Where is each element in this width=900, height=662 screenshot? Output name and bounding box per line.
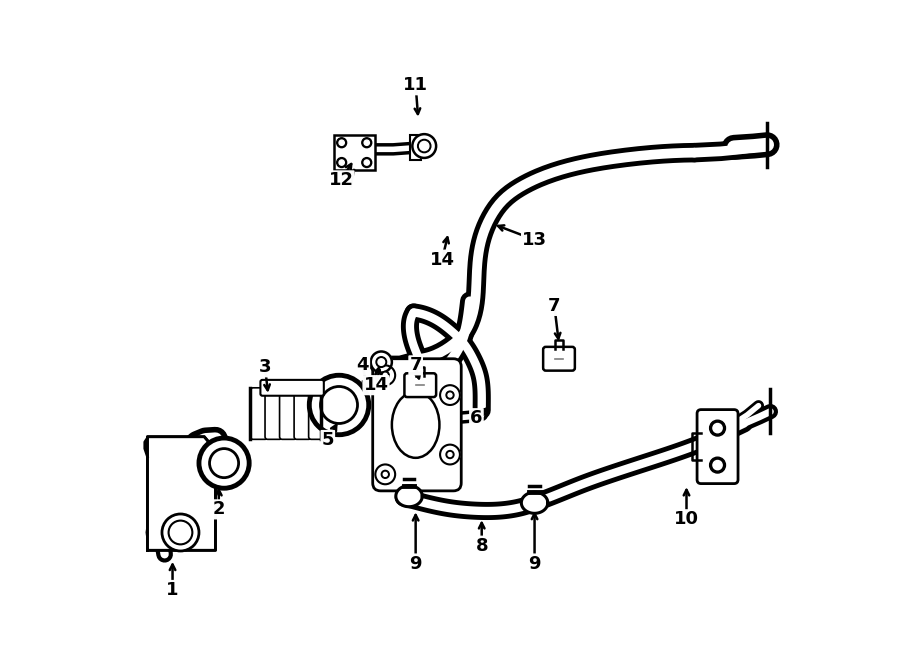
Circle shape xyxy=(383,473,387,477)
Text: 14: 14 xyxy=(429,251,454,269)
Text: 5: 5 xyxy=(321,431,334,449)
FancyBboxPatch shape xyxy=(280,388,297,440)
Polygon shape xyxy=(396,486,422,506)
FancyBboxPatch shape xyxy=(404,373,436,397)
Circle shape xyxy=(320,387,357,424)
Circle shape xyxy=(418,140,431,153)
Circle shape xyxy=(446,391,454,399)
FancyBboxPatch shape xyxy=(309,388,326,440)
Circle shape xyxy=(448,393,452,397)
Text: 1: 1 xyxy=(166,581,179,599)
Text: 4: 4 xyxy=(356,356,369,374)
FancyBboxPatch shape xyxy=(410,135,421,160)
Circle shape xyxy=(713,461,722,470)
FancyBboxPatch shape xyxy=(260,380,324,396)
FancyBboxPatch shape xyxy=(250,388,267,440)
FancyBboxPatch shape xyxy=(265,388,283,440)
Text: 13: 13 xyxy=(522,231,547,249)
Text: 3: 3 xyxy=(259,358,271,376)
Circle shape xyxy=(375,465,395,485)
FancyBboxPatch shape xyxy=(543,347,575,371)
FancyBboxPatch shape xyxy=(294,388,311,440)
Circle shape xyxy=(446,451,454,459)
Text: 10: 10 xyxy=(674,510,699,528)
Circle shape xyxy=(364,140,369,146)
Text: 7: 7 xyxy=(410,356,422,374)
Circle shape xyxy=(709,420,725,436)
Circle shape xyxy=(376,357,387,367)
Circle shape xyxy=(162,514,199,551)
Circle shape xyxy=(440,385,460,405)
Circle shape xyxy=(419,142,429,151)
Circle shape xyxy=(383,373,387,377)
Circle shape xyxy=(339,160,345,166)
Circle shape xyxy=(337,158,347,167)
Circle shape xyxy=(440,445,460,465)
Text: 8: 8 xyxy=(475,537,488,555)
FancyBboxPatch shape xyxy=(373,359,461,491)
FancyBboxPatch shape xyxy=(698,410,738,484)
Text: 9: 9 xyxy=(528,555,541,573)
Text: 6: 6 xyxy=(470,409,482,427)
Circle shape xyxy=(378,359,384,365)
Circle shape xyxy=(713,424,722,433)
Circle shape xyxy=(412,134,436,158)
Circle shape xyxy=(199,438,249,489)
Circle shape xyxy=(339,140,345,146)
Polygon shape xyxy=(521,492,548,513)
Circle shape xyxy=(375,365,395,385)
Ellipse shape xyxy=(392,392,439,458)
Text: 12: 12 xyxy=(328,171,354,189)
Circle shape xyxy=(168,520,193,544)
Text: 14: 14 xyxy=(364,376,389,394)
Circle shape xyxy=(371,352,392,373)
Text: 11: 11 xyxy=(403,76,428,94)
Circle shape xyxy=(382,371,389,379)
Circle shape xyxy=(362,138,372,148)
Text: 7: 7 xyxy=(548,297,561,315)
Polygon shape xyxy=(148,437,215,550)
Circle shape xyxy=(364,160,369,166)
FancyBboxPatch shape xyxy=(334,136,374,170)
Text: 9: 9 xyxy=(410,555,422,573)
Circle shape xyxy=(310,375,369,435)
Circle shape xyxy=(337,138,347,148)
Circle shape xyxy=(382,471,389,479)
Circle shape xyxy=(448,453,452,457)
Circle shape xyxy=(709,457,725,473)
Text: 2: 2 xyxy=(212,500,225,518)
Circle shape xyxy=(362,158,372,167)
Circle shape xyxy=(210,449,239,478)
